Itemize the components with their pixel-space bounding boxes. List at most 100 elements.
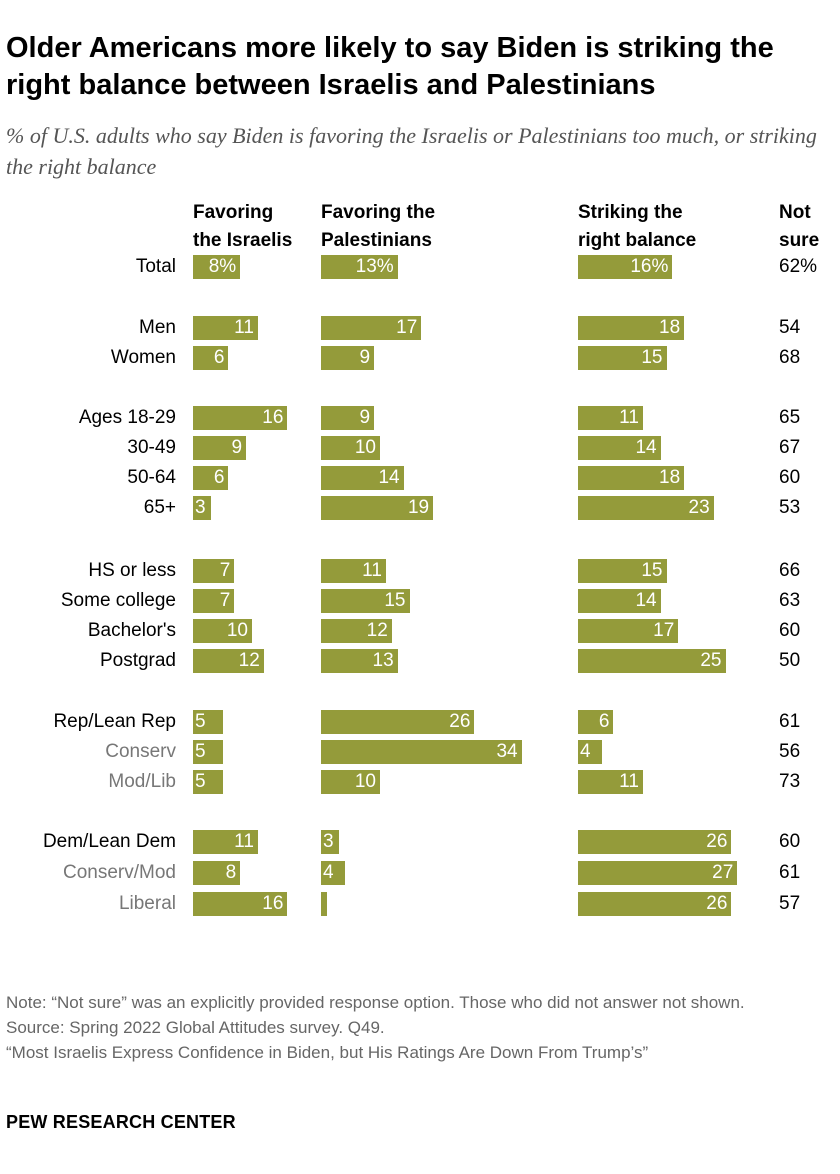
- bar-israelis: [193, 861, 241, 885]
- row-label: HS or less: [88, 560, 176, 581]
- bar-balance: [578, 589, 661, 613]
- value-label-israelis: 8%: [208, 256, 237, 277]
- value-label-israelis: 16: [262, 407, 284, 428]
- value-label-israelis: 5: [195, 771, 206, 792]
- bar-palestinians: [321, 316, 422, 340]
- row-label: Men: [139, 317, 176, 338]
- bar-palestinians: [321, 861, 345, 885]
- value-label-balance: 14: [635, 590, 657, 611]
- pew-logo-text: PEW RESEARCH CENTER: [6, 1112, 236, 1132]
- value-label-palestinians: 12: [366, 620, 388, 641]
- value-label-notsure: 61: [779, 711, 801, 732]
- row-label: Mod/Lib: [108, 771, 176, 792]
- value-label-balance: 26: [706, 893, 728, 914]
- footnote-note: Note: “Not sure” was an explicitly provi…: [6, 993, 745, 1012]
- value-label-palestinians: 14: [378, 467, 400, 488]
- value-label-notsure: 63: [779, 590, 801, 611]
- bar-balance: [578, 316, 685, 340]
- value-label-palestinians: 4: [323, 862, 334, 883]
- bar-balance: [578, 619, 679, 643]
- column-header-balance: Striking the right balance: [578, 199, 696, 255]
- column-header-notsure-line1: Not: [779, 202, 811, 223]
- value-label-palestinians: 10: [354, 437, 376, 458]
- value-label-balance: 14: [635, 437, 657, 458]
- row-label: 30-49: [127, 437, 176, 458]
- value-label-israelis: 9: [231, 437, 243, 458]
- value-label-israelis: 3: [195, 497, 206, 518]
- column-header-notsure-line2: sure: [779, 230, 820, 251]
- chart-subtitle: % of U.S. adults who say Biden is favori…: [6, 123, 817, 179]
- bar-israelis: [193, 649, 264, 673]
- bar-palestinians: [321, 466, 404, 490]
- value-label-palestinians: 11: [362, 560, 382, 581]
- value-label-balance: 25: [700, 650, 722, 671]
- value-label-balance: 11: [619, 407, 639, 428]
- bar-israelis: [193, 346, 229, 370]
- bar-israelis: [193, 710, 223, 734]
- bar-balance: [578, 466, 685, 490]
- bar-israelis: [193, 316, 258, 340]
- value-label-balance: 26: [706, 831, 728, 852]
- value-label-palestinians: 13%: [355, 256, 394, 277]
- bar-palestinians: [321, 589, 410, 613]
- value-label-israelis: 7: [219, 590, 231, 611]
- value-label-balance: 15: [641, 347, 663, 368]
- row-label: 65+: [143, 497, 176, 518]
- column-header-israelis: Favoring the Israelis: [193, 199, 292, 255]
- bar-balance: [578, 346, 667, 370]
- footnote-report: “Most Israelis Express Confidence in Bid…: [6, 1043, 649, 1062]
- value-label-notsure: 57: [779, 893, 801, 914]
- value-label-balance: 11: [619, 771, 639, 792]
- bar-balance: [578, 559, 667, 583]
- value-label-palestinians: 10: [354, 771, 376, 792]
- row-label: Liberal: [118, 893, 176, 914]
- chart-title: Older Americans more likely to say Biden…: [6, 32, 774, 101]
- value-label-notsure: 60: [779, 620, 801, 641]
- value-label-balance: 23: [688, 497, 710, 518]
- column-header-balance-line1: Striking the: [578, 202, 683, 223]
- bar-balance: [578, 436, 661, 460]
- value-label-notsure: 60: [779, 831, 801, 852]
- value-label-notsure: 62%: [779, 256, 818, 277]
- value-label-notsure: 68: [779, 347, 801, 368]
- bar-israelis: [193, 740, 223, 764]
- bar-palestinians: [321, 406, 375, 430]
- bar-balance: [578, 406, 643, 430]
- value-label-palestinians: 3: [323, 831, 334, 852]
- value-label-israelis: 6: [213, 467, 225, 488]
- column-header-notsure: Not sure: [779, 199, 819, 255]
- column-header-palestinians-line2: Palestinians: [321, 230, 432, 251]
- value-label-balance: 15: [641, 560, 663, 581]
- value-label-palestinians: 19: [407, 497, 430, 518]
- bar-israelis: [193, 466, 229, 490]
- row-label: Conserv: [105, 741, 176, 762]
- value-label-israelis: 7: [219, 560, 231, 581]
- row-label: 50-64: [127, 467, 176, 488]
- bar-israelis: [193, 406, 288, 430]
- value-label-notsure: 53: [779, 497, 801, 518]
- row-label: Women: [110, 347, 176, 368]
- column-header-israelis-line2: the Israelis: [193, 230, 293, 251]
- value-label-israelis: 8: [225, 862, 237, 883]
- bar-israelis: [193, 830, 258, 854]
- value-label-balance: 6: [598, 711, 610, 732]
- bar-palestinians: [321, 346, 375, 370]
- value-label-israelis: 5: [195, 741, 206, 762]
- bar-israelis: [193, 559, 235, 583]
- bar-palestinians: [321, 770, 380, 794]
- value-label-balance: 4: [580, 741, 591, 762]
- value-label-balance: 27: [712, 862, 734, 883]
- bar-israelis: [193, 436, 247, 460]
- value-label-notsure: 54: [779, 317, 801, 338]
- bar-israelis: [193, 770, 223, 794]
- value-label-palestinians: 9: [359, 407, 371, 428]
- value-label-palestinians: 26: [449, 711, 471, 732]
- row-label: Total: [135, 256, 176, 277]
- value-label-notsure: 73: [779, 771, 801, 792]
- bar-palestinians: [321, 496, 434, 520]
- row-label: Dem/Lean Dem: [42, 831, 176, 852]
- column-header-palestinians: Favoring the Palestinians: [321, 199, 435, 255]
- bar-palestinians: [321, 892, 327, 916]
- bar-balance: [578, 770, 643, 794]
- bar-palestinians: [321, 619, 392, 643]
